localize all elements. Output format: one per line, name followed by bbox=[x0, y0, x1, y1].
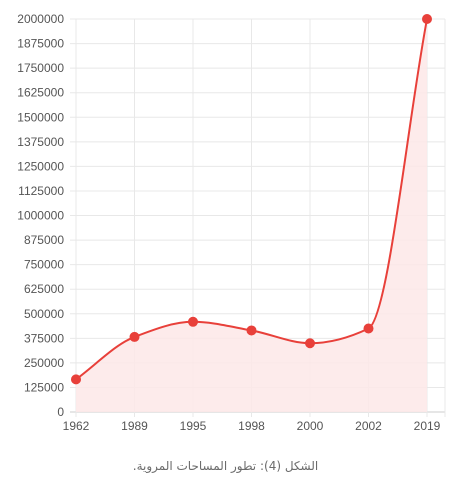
data-point-1995 bbox=[188, 316, 198, 327]
y-tick-label: 1625000 bbox=[17, 86, 64, 100]
y-tick-label: 2000000 bbox=[17, 12, 64, 26]
x-tick-label: 2019 bbox=[414, 419, 441, 433]
data-point-1989 bbox=[129, 331, 140, 342]
x-tick-label: 1995 bbox=[180, 419, 207, 433]
y-tick-label: 250000 bbox=[24, 356, 64, 370]
data-point-2000 bbox=[305, 338, 315, 349]
y-tick-label: 625000 bbox=[24, 282, 64, 296]
data-point-2002 bbox=[363, 323, 374, 334]
x-tick-label: 2002 bbox=[355, 419, 382, 433]
x-axis: 1962 1989 1995 1998 2000 2002 2019 bbox=[63, 419, 441, 433]
y-tick-label: 1500000 bbox=[17, 110, 64, 124]
y-tick-label: 1750000 bbox=[17, 61, 64, 75]
y-tick-label: 1125000 bbox=[18, 184, 64, 198]
y-tick-label: 1375000 bbox=[17, 135, 64, 149]
x-tick-label: 1989 bbox=[121, 419, 148, 433]
data-point-2019 bbox=[422, 14, 432, 24]
line-area-chart: 0 125000 250000 375000 500000 625000 750000 875… bbox=[17, 12, 446, 433]
y-tick-label: 875000 bbox=[24, 233, 64, 247]
x-tick-label: 1998 bbox=[238, 419, 265, 433]
y-tick-label: 1250000 bbox=[17, 159, 64, 173]
data-point-1962 bbox=[71, 374, 81, 385]
figure-caption: الشكل (4): تطور المساحات المروية. bbox=[132, 459, 319, 473]
y-tick-label: 1000000 bbox=[17, 209, 64, 223]
chart-area: 0 125000 250000 375000 500000 625000 750000 875… bbox=[17, 12, 446, 433]
data-point-1998 bbox=[246, 325, 257, 336]
y-tick-label: 750000 bbox=[24, 258, 64, 272]
x-tick-label: 2000 bbox=[297, 419, 324, 433]
y-tick-label: 125000 bbox=[24, 380, 64, 394]
y-tick-label: 500000 bbox=[24, 307, 64, 321]
y-axis: 0 125000 250000 375000 500000 625000 750000 875… bbox=[17, 12, 64, 419]
y-tick-label: 375000 bbox=[24, 331, 64, 345]
y-tick-label: 1875000 bbox=[17, 37, 64, 51]
x-tick-label: 1962 bbox=[63, 419, 90, 433]
y-tick-label: 0 bbox=[57, 405, 64, 419]
series-revenue bbox=[71, 14, 432, 412]
